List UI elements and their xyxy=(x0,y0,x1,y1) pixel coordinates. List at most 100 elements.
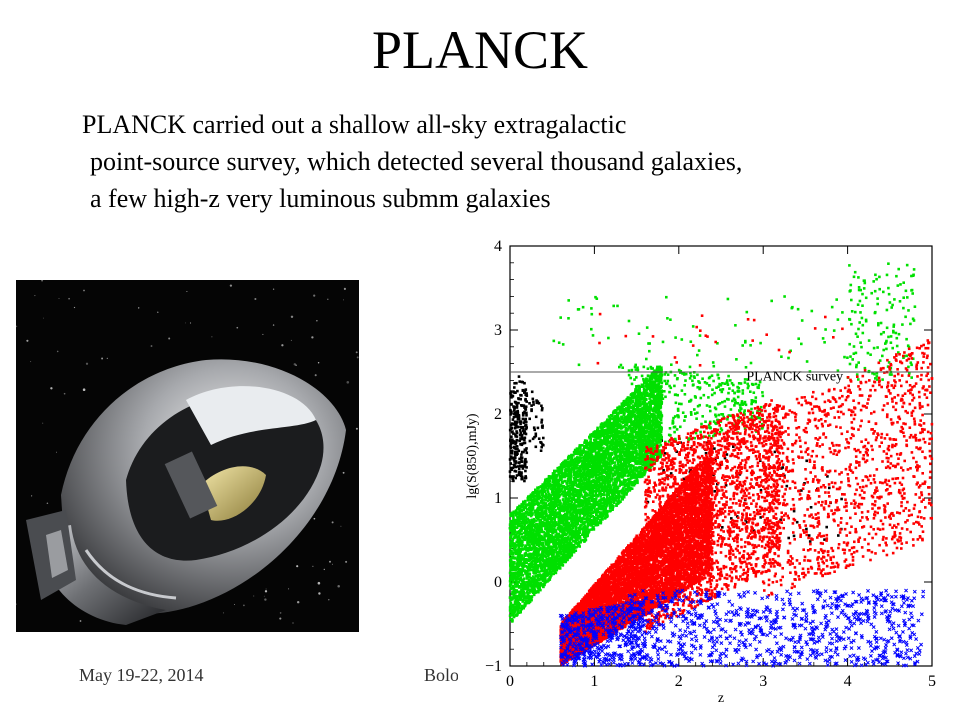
data-point xyxy=(512,395,515,398)
data-point xyxy=(713,490,716,493)
data-point xyxy=(615,504,618,507)
data-point xyxy=(524,470,527,473)
data-point xyxy=(540,449,543,452)
data-point xyxy=(525,433,528,436)
data-point xyxy=(528,553,531,556)
data-point xyxy=(538,437,541,440)
x-tick-label: 3 xyxy=(759,673,767,690)
data-point xyxy=(520,453,523,456)
data-point xyxy=(513,386,516,389)
data-point xyxy=(535,416,538,419)
x-tick-label: 2 xyxy=(675,673,683,690)
data-point xyxy=(516,452,519,455)
data-point xyxy=(520,478,523,481)
data-point xyxy=(542,444,545,447)
data-point xyxy=(515,382,518,385)
data-point xyxy=(522,414,525,417)
data-point xyxy=(567,536,570,539)
data-point xyxy=(510,403,513,406)
data-point xyxy=(609,457,612,460)
data-point xyxy=(518,418,521,421)
data-point xyxy=(547,487,550,490)
data-point xyxy=(509,470,512,473)
data-point xyxy=(510,411,513,414)
data-point xyxy=(537,427,540,430)
data-point xyxy=(542,437,545,440)
data-point xyxy=(510,443,513,446)
data-point xyxy=(591,515,594,518)
data-point xyxy=(525,412,528,415)
y-tick-label: 3 xyxy=(494,322,502,339)
data-point xyxy=(541,419,544,422)
data-point xyxy=(621,417,624,420)
data-point xyxy=(520,465,523,468)
data-point xyxy=(515,585,518,588)
data-point xyxy=(533,572,536,575)
data-point xyxy=(576,473,579,476)
data-point xyxy=(786,485,789,488)
data-point xyxy=(523,391,526,394)
data-point xyxy=(532,398,535,401)
data-point xyxy=(840,498,843,501)
data-point xyxy=(523,404,526,407)
data-point xyxy=(583,540,586,543)
x-tick-label: 4 xyxy=(844,673,852,690)
data-point xyxy=(535,433,538,436)
data-point xyxy=(515,430,518,433)
data-point xyxy=(513,446,516,449)
data-point xyxy=(521,444,524,447)
data-point xyxy=(520,459,523,462)
data-point xyxy=(787,537,790,540)
data-point xyxy=(547,490,550,493)
data-point xyxy=(660,419,663,422)
data-point xyxy=(530,410,533,413)
data-point xyxy=(600,501,603,504)
x-axis-label: z xyxy=(718,691,724,706)
data-point xyxy=(516,426,519,429)
planck-satellite-photo xyxy=(16,280,359,632)
y-tick-label: 2 xyxy=(494,406,502,423)
y-tick-label: −1 xyxy=(485,658,502,675)
data-point xyxy=(524,449,527,452)
data-point xyxy=(518,468,521,471)
data-point xyxy=(614,461,617,464)
data-point xyxy=(622,422,625,425)
data-point xyxy=(514,451,517,454)
data-point xyxy=(518,440,521,443)
data-point xyxy=(514,401,517,404)
x-tick-label: 1 xyxy=(590,673,598,690)
data-point xyxy=(520,456,523,459)
data-point xyxy=(805,460,808,463)
body-line-2: point-source survey, which detected seve… xyxy=(82,143,942,180)
data-point xyxy=(514,433,517,436)
data-point xyxy=(837,534,840,537)
data-point xyxy=(809,540,812,543)
data-point xyxy=(582,504,585,507)
data-point xyxy=(616,459,619,462)
data-point xyxy=(541,424,544,427)
data-point xyxy=(575,470,578,473)
data-point xyxy=(584,497,587,500)
data-point xyxy=(513,416,516,419)
data-point xyxy=(588,500,591,503)
data-point xyxy=(541,409,544,412)
y-tick-label: 0 xyxy=(494,574,502,591)
data-point xyxy=(515,581,518,584)
data-point xyxy=(532,401,535,404)
data-point xyxy=(525,400,528,403)
data-point xyxy=(517,397,520,400)
data-point xyxy=(533,495,536,498)
data-point xyxy=(533,436,536,439)
data-point xyxy=(540,405,543,408)
data-point xyxy=(511,431,514,434)
data-point xyxy=(609,475,612,478)
data-point xyxy=(525,461,528,464)
data-point xyxy=(805,528,808,531)
data-point xyxy=(825,526,828,529)
data-point xyxy=(523,439,526,442)
scatter-plot: 0 1 2 3 4 5 −1 0 1 2 3 4 z lg(S(850),mJy) PLANCK surv… xyxy=(454,236,942,706)
data-point xyxy=(565,539,568,542)
data-point xyxy=(659,411,662,414)
data-point xyxy=(828,487,831,490)
data-point xyxy=(518,380,521,383)
